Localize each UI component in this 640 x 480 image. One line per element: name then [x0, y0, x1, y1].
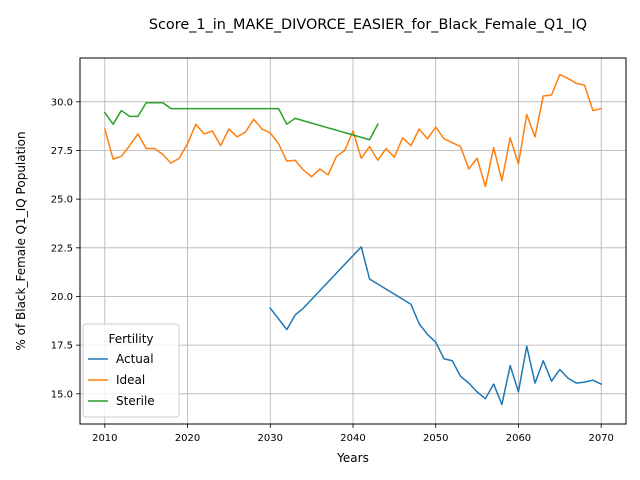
x-tick-label: 2020 — [175, 433, 200, 444]
x-tick-label: 2010 — [92, 433, 117, 444]
x-axis-ticks: 2010 2020 2030 2040 2050 2060 2070 — [92, 424, 614, 444]
series-line-ideal — [103, 73, 603, 188]
y-tick-label: 27.5 — [51, 146, 73, 157]
legend-label-ideal: Ideal — [116, 373, 145, 387]
y-tick-label: 30.0 — [51, 97, 73, 108]
legend-title: Fertility — [108, 332, 153, 346]
series-lines — [103, 73, 603, 406]
series-line-sterile — [103, 102, 379, 141]
x-tick-label: 2070 — [588, 433, 613, 444]
x-axis-label: Years — [336, 451, 369, 465]
legend-label-actual: Actual — [116, 352, 154, 366]
y-tick-label: 17.5 — [51, 341, 73, 352]
legend-entries: Actual Ideal Sterile — [88, 352, 155, 408]
y-tick-label: 25.0 — [51, 195, 73, 206]
legend-box — [82, 323, 180, 418]
y-tick-label: 20.0 — [51, 292, 73, 303]
series-line-actual — [269, 246, 603, 406]
x-tick-label: 2030 — [258, 433, 283, 444]
x-tick-label: 2060 — [506, 433, 531, 444]
legend: Fertility Actual Ideal Sterile — [82, 323, 180, 418]
y-tick-label: 22.5 — [51, 243, 73, 254]
y-axis-label: % of Black_Female Q1_IQ Population — [14, 131, 28, 350]
y-tick-label: 15.0 — [51, 389, 73, 400]
chart-title: Score_1_in_MAKE_DIVORCE_EASIER_for_Black… — [149, 17, 587, 33]
legend-label-sterile: Sterile — [116, 394, 155, 408]
x-tick-label: 2040 — [340, 433, 365, 444]
x-tick-label: 2050 — [423, 433, 448, 444]
y-axis-ticks: 15.0 17.5 20.0 22.5 25.0 27.5 30.0 — [51, 97, 80, 400]
